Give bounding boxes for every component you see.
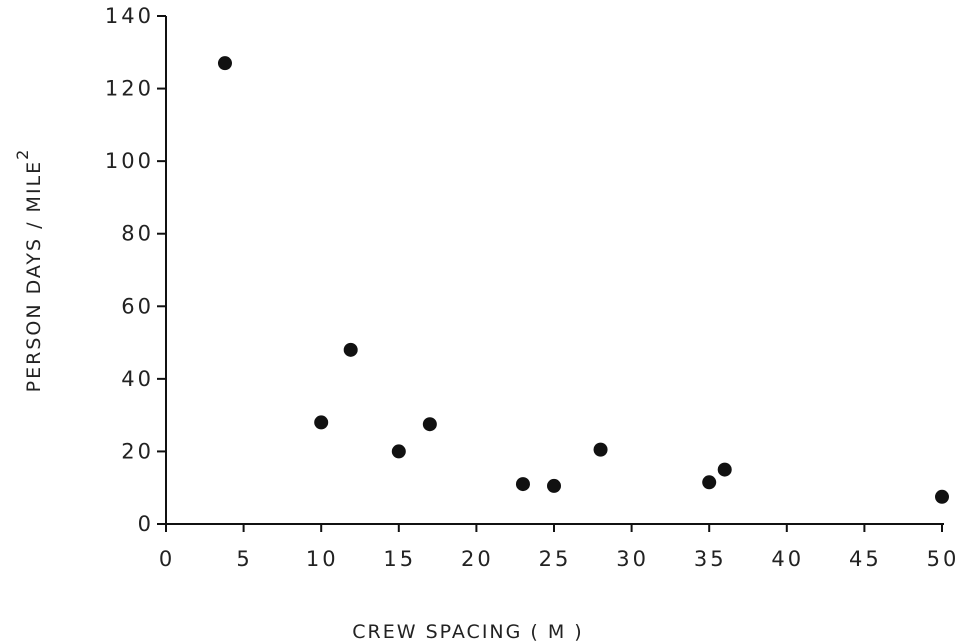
data-point — [593, 442, 608, 457]
y-axis-label: PERSON DAYS / MILE2 — [13, 148, 45, 393]
x-tick-label: 45 — [849, 547, 882, 571]
data-point — [547, 478, 561, 493]
data-point — [343, 342, 358, 357]
y-tick-label: 120 — [105, 77, 154, 101]
y-tick-label: 140 — [105, 4, 154, 28]
data-point — [515, 477, 530, 492]
y-tick-label: 20 — [121, 439, 154, 463]
x-tick-label: 5 — [236, 547, 252, 571]
x-tick-label: 15 — [383, 547, 416, 571]
data-point — [391, 444, 406, 459]
data-point — [702, 475, 717, 490]
axes — [165, 16, 944, 525]
x-tick-label: 50 — [927, 547, 959, 571]
ticks: 0 20 40 60 80 100 120 140 0 5 10 15 20 25 30 35 40 45 50 — [105, 4, 959, 571]
y-tick-label: 0 — [138, 512, 154, 536]
data-point — [717, 462, 732, 477]
x-tick-label: 40 — [771, 547, 804, 571]
y-axis-label-superscript: 2 — [13, 148, 32, 160]
x-tick-label: 25 — [539, 547, 572, 571]
data-point — [935, 489, 949, 504]
x-tick-label: 35 — [694, 547, 727, 571]
x-tick-label: 0 — [159, 547, 175, 571]
x-tick-label: 30 — [616, 547, 649, 571]
y-tick-label: 60 — [121, 294, 154, 318]
y-tick-label: 80 — [121, 222, 154, 246]
x-axis-label: CREW SPACING ( M ) — [352, 621, 583, 641]
data-point — [422, 417, 437, 432]
y-tick-label: 100 — [105, 149, 154, 173]
data-points — [217, 56, 949, 504]
data-point — [217, 56, 232, 71]
x-tick-label: 10 — [306, 547, 339, 571]
data-point — [314, 415, 329, 430]
y-axis-label-text: PERSON DAYS / MILE — [23, 160, 45, 393]
y-tick-label: 40 — [121, 367, 154, 391]
x-tick-label: 20 — [461, 547, 494, 571]
